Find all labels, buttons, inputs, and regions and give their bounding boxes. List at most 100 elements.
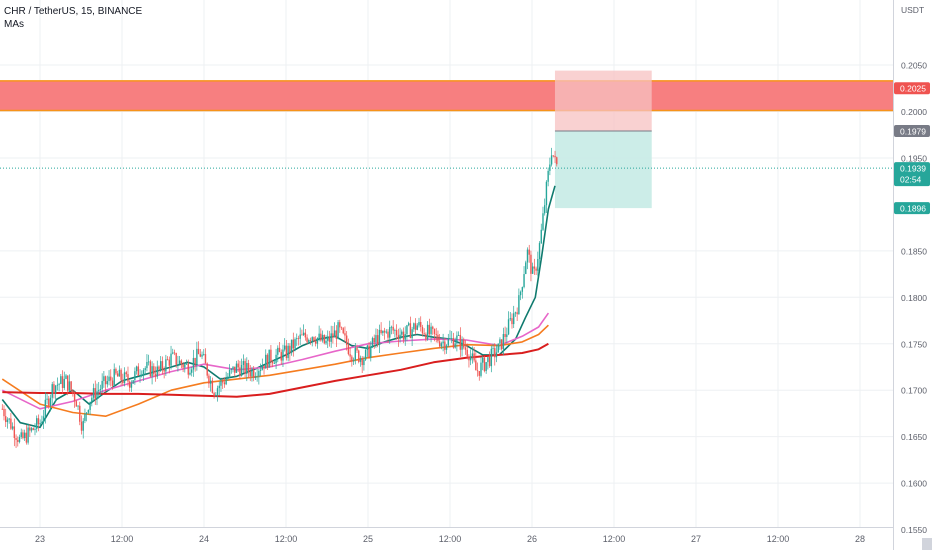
- candle-body: [340, 327, 343, 329]
- candle-body: [108, 376, 110, 382]
- candle-body: [36, 418, 38, 429]
- candle-body: [473, 353, 475, 361]
- candle-body: [547, 170, 549, 182]
- candle-body: [411, 329, 413, 339]
- candle-body: [330, 333, 332, 342]
- candle-body: [370, 346, 372, 358]
- candle-body: [82, 420, 84, 431]
- candle-body: [314, 341, 317, 344]
- candle-body: [461, 339, 463, 350]
- candle-body: [528, 249, 530, 255]
- candle-body: [216, 388, 219, 395]
- candle-body: [3, 408, 5, 417]
- candle-body: [151, 366, 153, 377]
- price-tag: 0.1939 02:54: [894, 162, 930, 187]
- candle-body: [127, 374, 129, 382]
- candle-body: [404, 334, 406, 340]
- candle-body: [106, 381, 109, 385]
- candle-body: [342, 328, 344, 334]
- candle-body: [363, 359, 365, 366]
- candle-body: [75, 401, 78, 407]
- candles: [1, 147, 558, 448]
- candle-body: [309, 339, 312, 341]
- candle-body: [254, 376, 257, 379]
- candle-body: [180, 360, 183, 365]
- candle-body: [402, 331, 405, 340]
- candle-body: [463, 339, 465, 348]
- x-tick-label: 12:00: [111, 534, 134, 544]
- candle-body: [432, 326, 434, 329]
- candle-body: [53, 384, 55, 394]
- target-zone: [554, 130, 652, 209]
- symbol-title[interactable]: CHR / TetherUS, 15, BINANCE: [4, 6, 143, 17]
- ma_long-line: [2, 342, 549, 398]
- candle-body: [277, 347, 279, 355]
- candle-body: [287, 345, 289, 359]
- candle-body: [318, 333, 320, 338]
- candle-body: [13, 426, 16, 439]
- candle-body: [189, 372, 191, 375]
- ma_slow-line: [1, 324, 549, 418]
- candle-body: [358, 350, 360, 362]
- candle-body: [15, 438, 17, 440]
- candle-body: [54, 385, 57, 394]
- candle-body: [166, 359, 169, 361]
- candle-body: [110, 376, 112, 381]
- candle-body: [96, 391, 98, 400]
- candle-body: [328, 336, 331, 342]
- y-tick-label: 0.1750: [901, 339, 927, 349]
- candle-body: [154, 374, 157, 377]
- candle-body: [51, 384, 53, 398]
- candle-body: [5, 416, 7, 423]
- candle-body: [416, 325, 418, 330]
- indicator-label[interactable]: MAs: [4, 19, 24, 30]
- time-axis: [0, 527, 932, 550]
- candle-body: [457, 334, 460, 336]
- candle-body: [423, 333, 425, 335]
- candle-body: [425, 334, 427, 340]
- candle-body: [68, 381, 71, 391]
- candle-body: [519, 291, 522, 296]
- candle-body: [237, 363, 239, 368]
- candle-body: [266, 354, 269, 368]
- candle-body: [92, 388, 95, 398]
- candle-body: [296, 338, 298, 340]
- candle-body: [22, 432, 24, 439]
- candle-body: [29, 427, 31, 431]
- price-tag-label: 0.2025: [900, 84, 926, 94]
- candle-body: [506, 334, 508, 337]
- candle-body: [240, 364, 243, 376]
- grid: [0, 0, 893, 531]
- candle-body: [65, 375, 67, 379]
- candle-body: [485, 362, 487, 372]
- candle-body: [535, 268, 537, 271]
- candle-body: [347, 344, 350, 355]
- candle-body: [302, 332, 305, 335]
- candle-body: [268, 349, 270, 368]
- candle-body: [197, 348, 200, 355]
- candle-body: [301, 334, 303, 336]
- candle-body: [94, 388, 96, 400]
- candle-body: [437, 334, 439, 342]
- candle-body: [244, 361, 246, 374]
- candle-body: [476, 370, 479, 372]
- candle-body: [409, 323, 412, 339]
- candle-body: [18, 436, 21, 442]
- candle-body: [323, 334, 325, 344]
- candle-body: [48, 398, 50, 406]
- candle-body: [497, 343, 499, 353]
- candle-body: [311, 337, 313, 341]
- candle-body: [507, 319, 510, 335]
- candle-body: [282, 349, 284, 361]
- candle-body: [554, 155, 556, 158]
- candle-body: [533, 266, 536, 269]
- ma_mid-line: [1, 312, 550, 410]
- candle-body: [20, 432, 22, 437]
- price-tag: 0.1896: [894, 202, 930, 215]
- countdown-label: 02:54: [900, 175, 922, 185]
- candle-body: [147, 361, 150, 363]
- candle-body: [49, 397, 52, 406]
- candle-body: [345, 335, 348, 345]
